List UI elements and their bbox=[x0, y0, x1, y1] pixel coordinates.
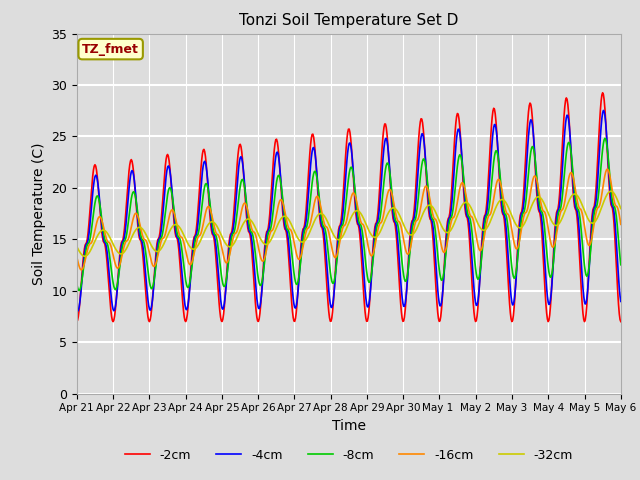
-4cm bbox=[223, 267, 231, 273]
-32cm bbox=[81, 253, 88, 259]
-4cm bbox=[73, 307, 81, 312]
Line: -16cm: -16cm bbox=[77, 169, 621, 270]
-2cm bbox=[599, 90, 607, 96]
-2cm bbox=[617, 319, 625, 324]
-2cm bbox=[223, 272, 230, 277]
-4cm bbox=[600, 108, 607, 113]
-8cm bbox=[223, 269, 231, 275]
-16cm bbox=[431, 216, 439, 222]
-32cm bbox=[617, 205, 625, 211]
-32cm bbox=[431, 209, 439, 215]
-4cm bbox=[195, 214, 202, 220]
-2cm bbox=[73, 319, 81, 324]
-8cm bbox=[431, 229, 439, 235]
-2cm bbox=[83, 240, 90, 245]
Line: -32cm: -32cm bbox=[77, 191, 621, 256]
Text: TZ_fmet: TZ_fmet bbox=[82, 43, 139, 56]
-4cm bbox=[431, 254, 439, 260]
Line: -4cm: -4cm bbox=[77, 110, 621, 311]
-16cm bbox=[604, 166, 611, 172]
Y-axis label: Soil Temperature (C): Soil Temperature (C) bbox=[31, 143, 45, 285]
-32cm bbox=[195, 241, 202, 247]
-16cm bbox=[617, 221, 625, 227]
-8cm bbox=[76, 288, 83, 294]
-8cm bbox=[73, 281, 81, 287]
Legend: -2cm, -4cm, -8cm, -16cm, -32cm: -2cm, -4cm, -8cm, -16cm, -32cm bbox=[120, 444, 578, 467]
-8cm bbox=[84, 242, 92, 248]
Title: Tonzi Soil Temperature Set D: Tonzi Soil Temperature Set D bbox=[239, 13, 458, 28]
-2cm bbox=[431, 263, 438, 269]
-16cm bbox=[84, 248, 92, 253]
-4cm bbox=[617, 299, 625, 304]
-2cm bbox=[139, 250, 147, 255]
Line: -8cm: -8cm bbox=[77, 138, 621, 291]
-16cm bbox=[416, 211, 424, 216]
Line: -2cm: -2cm bbox=[77, 93, 621, 322]
-32cm bbox=[73, 244, 81, 250]
-8cm bbox=[195, 229, 202, 235]
-32cm bbox=[416, 219, 424, 225]
-16cm bbox=[223, 259, 231, 265]
-4cm bbox=[140, 247, 147, 253]
-4cm bbox=[416, 148, 424, 154]
-16cm bbox=[140, 235, 147, 241]
-8cm bbox=[416, 182, 424, 188]
-8cm bbox=[140, 238, 147, 243]
-4cm bbox=[84, 240, 92, 246]
-2cm bbox=[194, 209, 202, 215]
-32cm bbox=[223, 243, 231, 249]
-32cm bbox=[607, 188, 615, 194]
-4cm bbox=[74, 308, 81, 314]
-32cm bbox=[84, 252, 92, 258]
-16cm bbox=[73, 254, 81, 260]
-16cm bbox=[195, 233, 202, 239]
-8cm bbox=[617, 262, 625, 268]
X-axis label: Time: Time bbox=[332, 419, 366, 433]
-32cm bbox=[140, 227, 147, 233]
-8cm bbox=[601, 135, 609, 141]
-2cm bbox=[415, 134, 422, 140]
-16cm bbox=[77, 267, 85, 273]
